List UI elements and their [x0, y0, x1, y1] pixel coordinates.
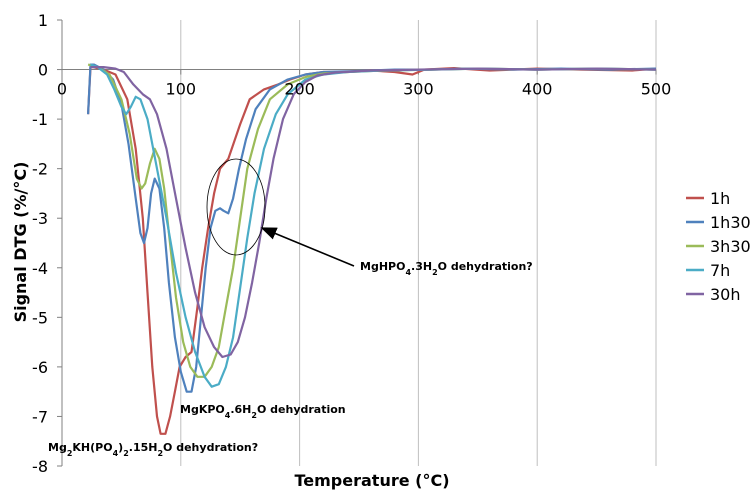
y-tick-label: -2 [32, 160, 48, 179]
series-line-30h [90, 66, 657, 359]
y-tick-label: -7 [32, 407, 48, 426]
series-lines [87, 63, 657, 435]
x-tick-label: 500 [641, 80, 672, 99]
legend-label-7h: 7h [710, 261, 730, 280]
y-tick-label: 0 [38, 61, 48, 80]
annotation-arrow [260, 227, 355, 267]
axes [57, 19, 657, 467]
x-axis-title: Temperature (°C) [294, 471, 449, 490]
legend-label-1h: 1h [710, 189, 730, 208]
y-tick-label: -8 [32, 457, 48, 476]
highlight-ellipse [206, 158, 266, 256]
tick-labels: 1 0 -1 -2 -3 -4 -5 -6 -7 -8 0 100 200 300 400 500 [32, 11, 671, 476]
y-tick-label: 1 [38, 11, 48, 30]
x-tick-label: 100 [166, 80, 197, 99]
x-tick-label: 0 [57, 80, 67, 99]
y-tick-label: -5 [32, 308, 48, 327]
annotation-mghpo4: MgHPO4.3H2O dehydration? [360, 260, 533, 277]
annotation-mgkpo4: MgKPO4.6H2O dehydration [180, 403, 346, 420]
y-tick-label: -3 [32, 209, 48, 228]
legend: 1h 1h30 3h30 7h 30h [686, 189, 751, 304]
legend-label-3h30: 3h30 [710, 237, 751, 256]
legend-label-1h30: 1h30 [710, 213, 751, 232]
x-tick-label: 200 [284, 80, 315, 99]
x-tick-label: 300 [403, 80, 434, 99]
legend-label-30h: 30h [710, 285, 741, 304]
x-tick-label: 400 [522, 80, 553, 99]
y-tick-label: -4 [32, 259, 48, 278]
series-line-1h [87, 66, 657, 435]
y-tick-label: -6 [32, 358, 48, 377]
y-axis-title: Signal DTG (%/°C) [11, 162, 30, 323]
y-tick-label: -1 [32, 110, 48, 129]
grid-lines [180, 20, 657, 466]
annotation-mg2kh: Mg2KH(PO4)2.15H2O dehydration? [48, 441, 258, 458]
series-line-1h30 [87, 63, 657, 393]
